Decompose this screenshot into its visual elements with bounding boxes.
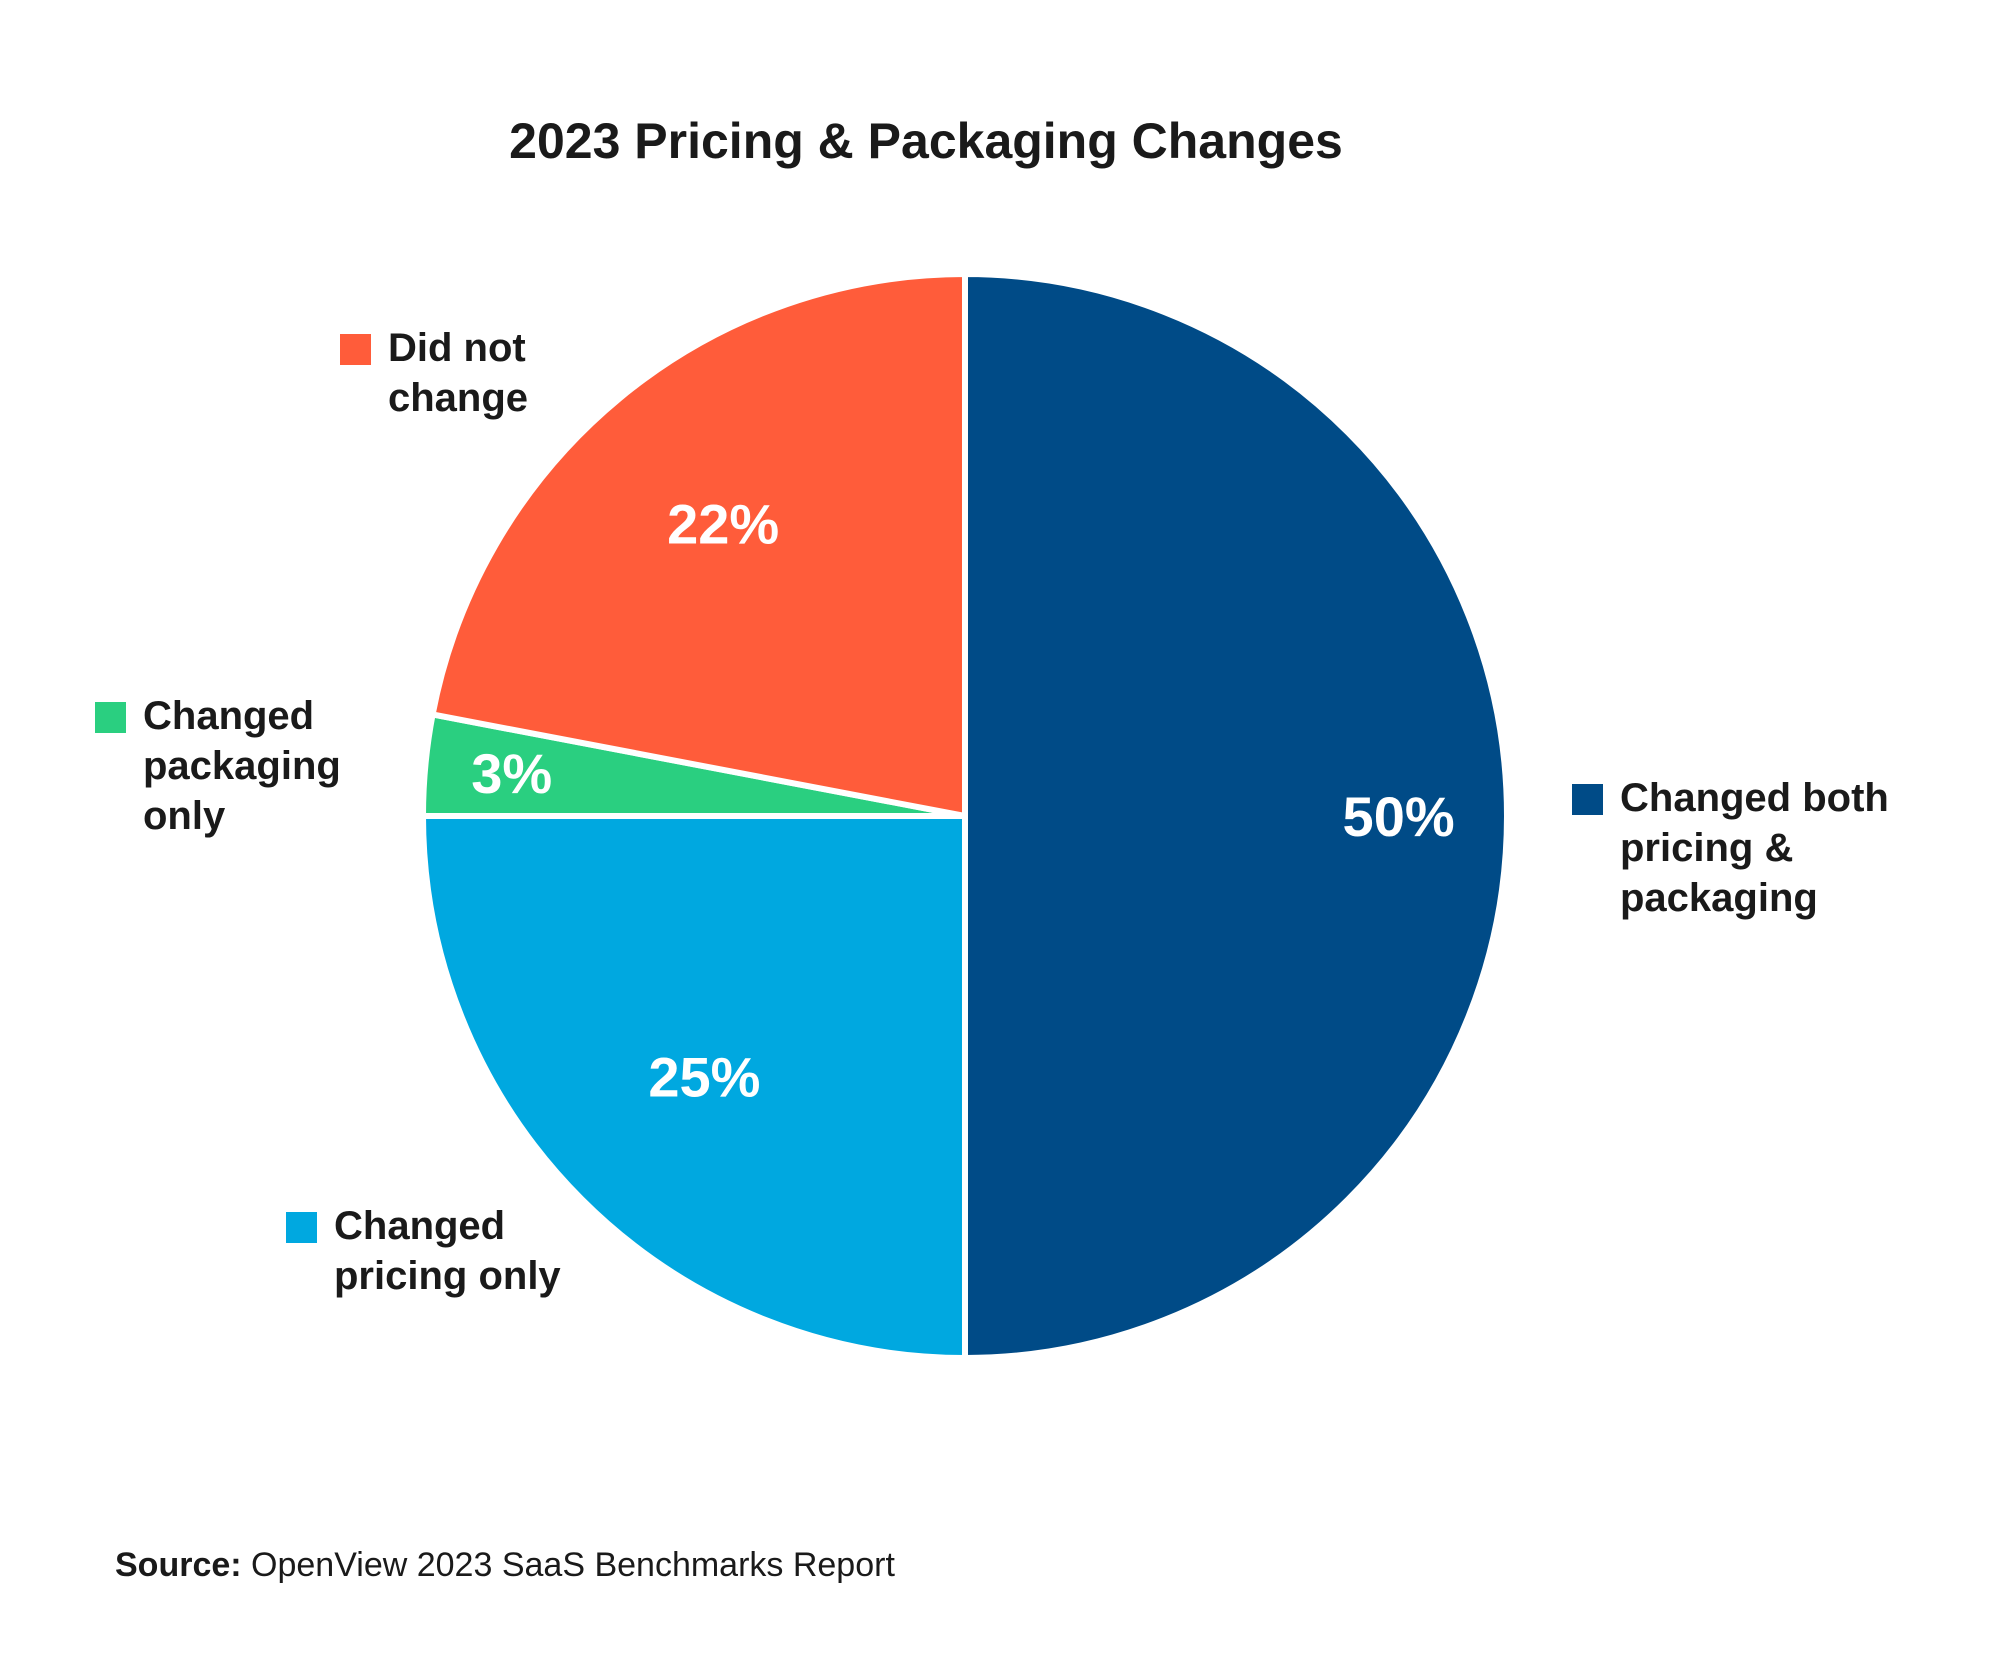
legend-swatch-changed-both [1572,784,1603,815]
legend-line: Changed both [1620,776,1889,820]
legend-changed-packaging-only: Changed packaging only [95,691,341,841]
legend-did-not-change: Did not change [340,323,529,423]
legend-line: change [388,376,529,420]
data-label: 22% [667,493,779,556]
legend-changed-pricing-only: Changed pricing only [286,1201,561,1301]
legend-line: Changed [143,694,315,738]
data-label: 3% [471,742,552,805]
legend-line: pricing only [334,1254,561,1298]
data-label: 50% [1343,785,1455,848]
source-text: OpenView 2023 SaaS Benchmarks Report [241,1546,895,1584]
legend-swatch-changed-pricing-only [286,1212,317,1243]
legend-swatch-changed-packaging-only [95,702,126,733]
legend-line: Changed [334,1204,506,1248]
chart-title: 2023 Pricing & Packaging Changes [509,113,1343,169]
legend-line: only [143,794,226,838]
source-note: Source: OpenView 2023 SaaS Benchmarks Re… [115,1546,895,1585]
legend-line: pricing & [1620,826,1794,870]
legend-line: packaging [143,744,341,788]
source-label: Source: [115,1546,242,1584]
legend-swatch-did-not-change [340,334,371,365]
pie-slice-changed-both-pricing-packaging [962,271,1510,1361]
pie-slice-changed-pricing-only [420,813,968,1361]
pie-slice-did-not-change [429,271,968,819]
legend-line: packaging [1620,876,1818,920]
legend-changed-both: Changed both pricing & packaging [1572,773,1889,923]
legend-line: Did not [388,326,526,370]
data-label: 25% [648,1046,760,1109]
